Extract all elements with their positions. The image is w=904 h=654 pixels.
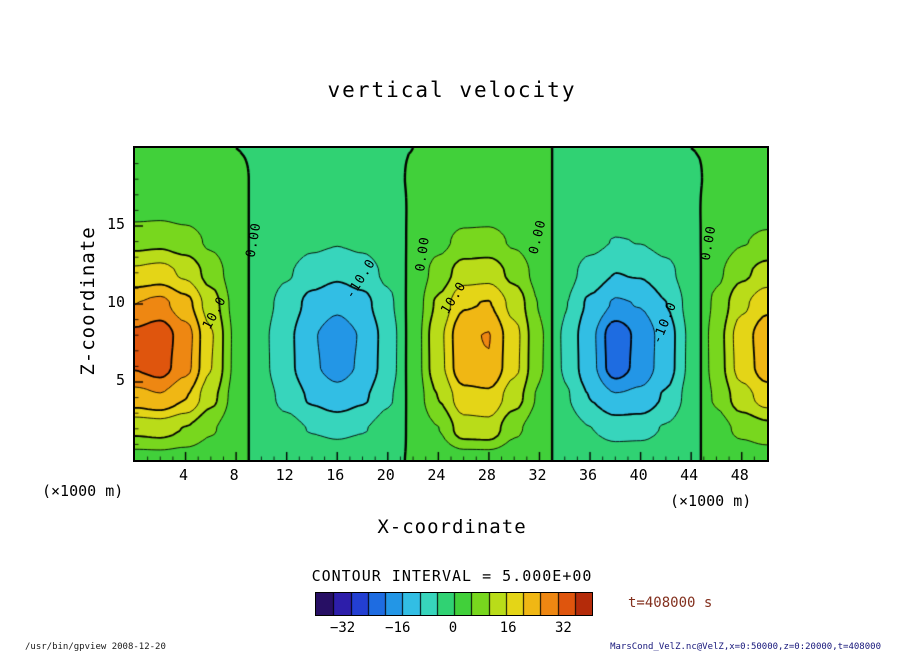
- y-axis-tick-labels: 5 10 15: [93, 146, 127, 458]
- x-tick-label: 12: [275, 466, 294, 484]
- x-tick-label: 20: [376, 466, 395, 484]
- colorbar-tick-labels: −32 −16 0 16 32: [315, 620, 591, 638]
- x-tick-label: 4: [179, 466, 189, 484]
- x-tick-label: 16: [326, 466, 345, 484]
- time-label: t=408000 s: [628, 595, 713, 611]
- plot-area: 10.0 0.00 -10.0 0.00 10.0 0.00 -10.0 0.00: [133, 146, 769, 462]
- x-tick-label: 40: [629, 466, 648, 484]
- chart-title: vertical velocity: [327, 78, 577, 102]
- colorbar-tick-label: 16: [499, 620, 517, 636]
- z-tick-label: 10: [106, 293, 125, 311]
- x-tick-label: 8: [229, 466, 239, 484]
- contour-interval-label: CONTOUR INTERVAL = 5.000E+00: [311, 567, 593, 585]
- x-axis-tick-labels: 4 8 12 16 20 24 28 32 36 40 44 48: [133, 466, 765, 486]
- x-axis-label: X-coordinate: [377, 516, 527, 538]
- x-tick-label: 36: [579, 466, 598, 484]
- z-tick-label: 15: [106, 215, 125, 233]
- x-tick-label: 44: [680, 466, 699, 484]
- x-tick-label: 24: [427, 466, 446, 484]
- footer-source-text: MarsCond_VelZ.nc@VelZ,x=0:50000,z=0:2000…: [610, 642, 881, 652]
- footer-command-text: /usr/bin/gpview 2008-12-20: [25, 642, 166, 652]
- z-tick-label: 5: [115, 371, 125, 389]
- y-axis-unit: (×1000 m): [42, 482, 124, 500]
- x-axis-unit: (×1000 m): [670, 492, 752, 510]
- x-tick-label: 28: [477, 466, 496, 484]
- contour-lines-canvas: [135, 148, 767, 460]
- colorbar-tick-label: −32: [329, 620, 356, 636]
- colorbar-tick-label: −16: [385, 620, 411, 636]
- x-tick-label: 32: [528, 466, 547, 484]
- colorbar-canvas: [316, 593, 592, 615]
- colorbar-tick-label: 0: [448, 620, 458, 636]
- colorbar-tick-label: 32: [554, 620, 572, 636]
- colorbar: [315, 592, 593, 616]
- x-tick-label: 48: [730, 466, 749, 484]
